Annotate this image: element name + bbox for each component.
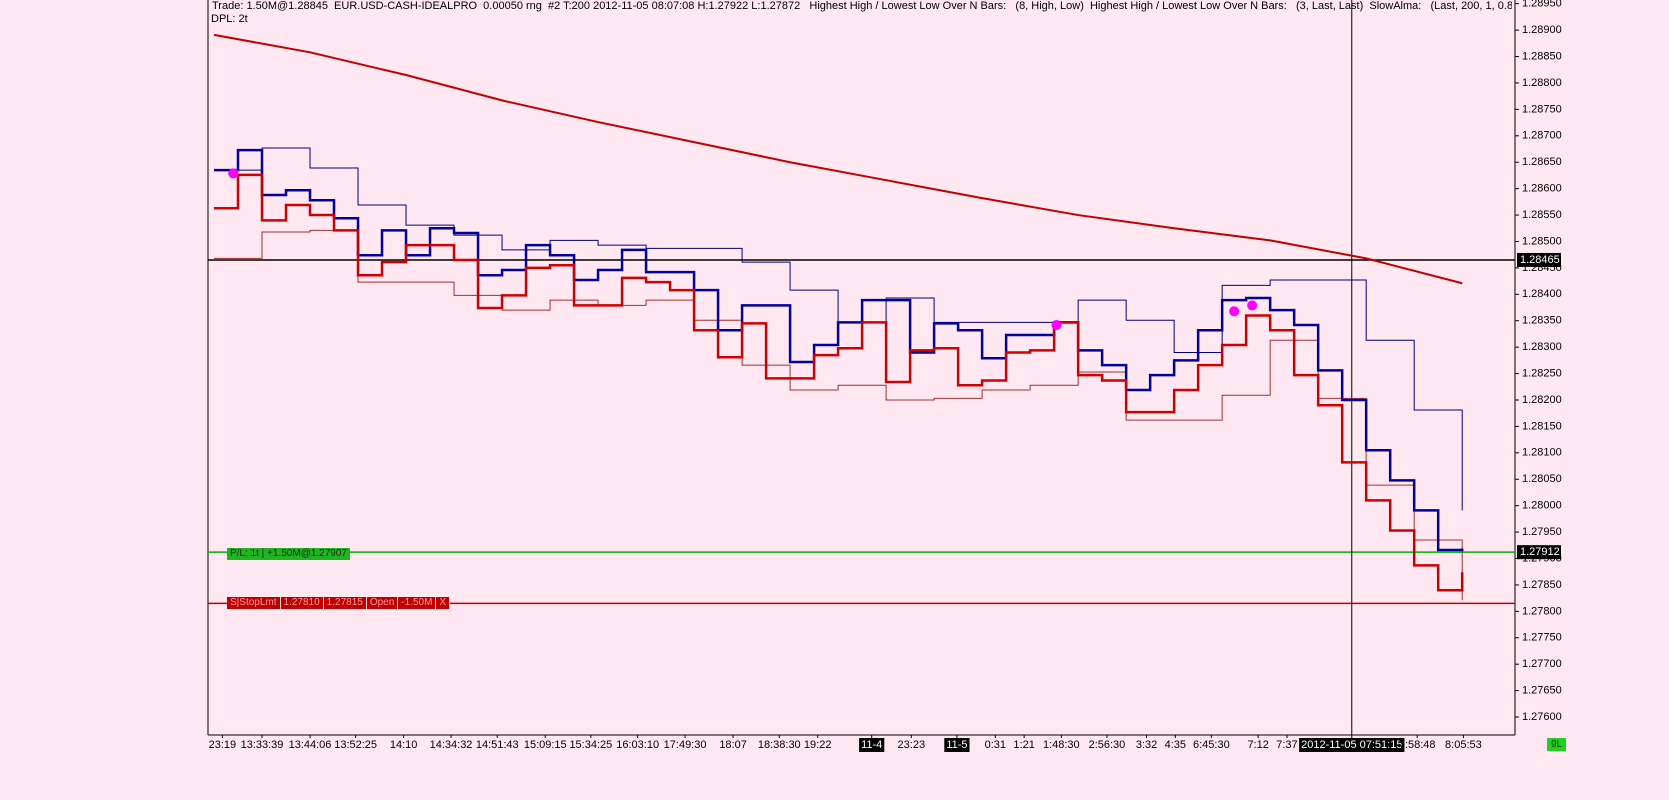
y-tick-label: 1.28000 xyxy=(1522,500,1562,512)
y-tick-label: 1.27600 xyxy=(1522,711,1562,723)
x-tick-label: 2012-11-05 07:51:15 xyxy=(1301,739,1402,751)
price-box-label: 1.28465 xyxy=(1520,254,1560,266)
y-tick-label: 1.28350 xyxy=(1522,315,1562,327)
x-tick-highlight xyxy=(944,738,970,752)
x-tick-label: 18:38:30 xyxy=(758,739,801,751)
y-tick-label: 1.28900 xyxy=(1522,24,1562,36)
signal-dot xyxy=(228,168,239,179)
y-tick-label: 1.28600 xyxy=(1522,183,1562,195)
price-box xyxy=(1517,252,1561,267)
y-tick-label: 1.28150 xyxy=(1522,420,1562,432)
series-line xyxy=(214,229,1463,601)
x-tick-label: 17:49:30 xyxy=(664,739,707,751)
x-tick-label: 13:52:25 xyxy=(334,739,377,751)
y-tick-label: 1.28300 xyxy=(1522,341,1562,353)
price-box xyxy=(1517,545,1561,560)
x-tick-label: 0:31 xyxy=(985,739,1006,751)
x-tick-label: 14:51:43 xyxy=(476,739,519,751)
stop-order-field[interactable]: 1.27810 xyxy=(280,597,324,609)
y-tick-label: 1.27750 xyxy=(1522,632,1562,644)
header-info: Trade: 1.50M@1.28845 EUR.USD-CASH-IDEALP… xyxy=(212,0,1512,12)
pl-label[interactable]: P/L: 1t | +1.50M@1.27907 xyxy=(227,548,350,560)
x-tick-label: 19:22 xyxy=(804,739,832,751)
y-tick-label: 1.28550 xyxy=(1522,209,1562,221)
x-tick-highlight xyxy=(859,738,885,752)
y-tick-label: 1.28100 xyxy=(1522,447,1562,459)
x-tick-label: 13:44:06 xyxy=(289,739,332,751)
x-tick-label: 7:12 xyxy=(1247,739,1268,751)
y-tick-label: 1.28650 xyxy=(1522,156,1562,168)
header-dpl: DPL: 2t xyxy=(211,13,248,25)
x-tick-label: 3:32 xyxy=(1136,739,1157,751)
x-tick-label: 1:21 xyxy=(1013,739,1034,751)
x-tick-label: 14:34:32 xyxy=(430,739,473,751)
x-tick-label: 14:10 xyxy=(390,739,418,751)
signal-dot xyxy=(1247,300,1258,311)
series-line xyxy=(214,148,1464,552)
y-tick-label: 1.27700 xyxy=(1522,658,1562,670)
x-tick-label: 15:34:25 xyxy=(569,739,612,751)
y-tick-label: 1.27950 xyxy=(1522,526,1562,538)
y-tick-label: 1.28700 xyxy=(1522,130,1562,142)
x-tick-label: 6:45:30 xyxy=(1193,739,1230,751)
x-tick-label: 4:35 xyxy=(1165,739,1186,751)
y-tick-label: 1.28050 xyxy=(1522,473,1562,485)
stop-order-field[interactable]: -1.50M xyxy=(398,597,437,609)
y-tick-label: 1.28950 xyxy=(1522,0,1562,10)
series-line xyxy=(214,147,1463,511)
y-tick-label: 1.28500 xyxy=(1522,235,1562,247)
signal-dot xyxy=(1229,306,1240,317)
x-tick-label: 23:23 xyxy=(898,739,926,751)
stop-order-field[interactable]: Open xyxy=(366,597,399,609)
y-tick-label: 1.28750 xyxy=(1522,103,1562,115)
x-tick-label: 11-4 xyxy=(861,739,882,751)
y-tick-label: 1.27850 xyxy=(1522,579,1562,591)
signal-dot xyxy=(1051,319,1062,330)
y-tick-label: 1.28400 xyxy=(1522,288,1562,300)
x-tick-label: 15:09:15 xyxy=(524,739,567,751)
y-tick-label: 1.28850 xyxy=(1522,50,1562,62)
y-tick-label: 1.28800 xyxy=(1522,77,1562,89)
x-tick-label: 8:05:53 xyxy=(1445,739,1482,751)
x-tick-label: 23:19 xyxy=(209,739,237,751)
x-tick-label: 2:56:30 xyxy=(1089,739,1126,751)
y-tick-label: 1.28200 xyxy=(1522,394,1562,406)
stop-order-field[interactable]: 1.27815 xyxy=(323,597,367,609)
stop-order-field[interactable]: X xyxy=(436,597,451,609)
x-tick-label: 7:58:48 xyxy=(1399,739,1436,751)
y-tick-label: 1.28250 xyxy=(1522,367,1562,379)
y-tick-label: 1.27650 xyxy=(1522,685,1562,697)
price-box-label: 1.27912 xyxy=(1520,546,1560,558)
status-badge: 9L xyxy=(1547,738,1567,751)
x-tick-highlight xyxy=(1299,738,1405,752)
stop-order-label[interactable]: S|StopLmt 1.27810 1.27815 Open -1.50M X xyxy=(227,597,451,609)
y-tick-label: 1.27800 xyxy=(1522,605,1562,617)
x-tick-label: 1:48:30 xyxy=(1043,739,1080,751)
stop-order-field[interactable]: S|StopLmt xyxy=(227,597,281,609)
series-line xyxy=(214,173,1464,592)
x-tick-label: 16:03:10 xyxy=(616,739,659,751)
x-tick-label: 18:07 xyxy=(719,739,747,751)
series-line xyxy=(213,33,1463,285)
x-tick-label: 13:33:39 xyxy=(241,739,284,751)
x-tick-label: 7:37 xyxy=(1276,739,1297,751)
x-tick-label: 11-5 xyxy=(946,739,967,751)
